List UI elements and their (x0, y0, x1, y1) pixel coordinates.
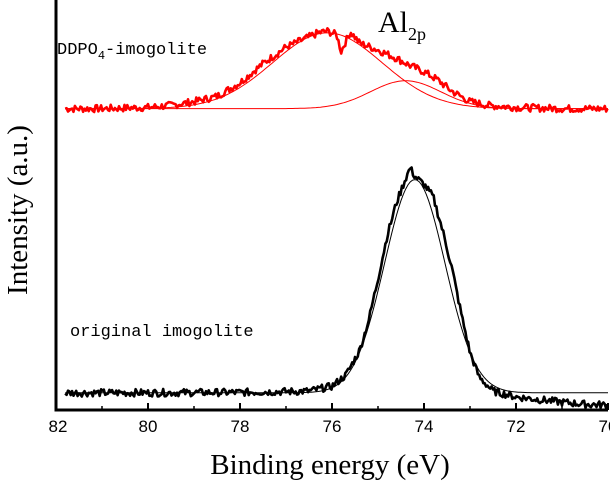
x-tick-label-78: 78 (231, 417, 250, 436)
x-tick-label-72: 72 (507, 417, 526, 436)
series-line-4-fit (65, 179, 608, 394)
x-axis-title: Binding energy (eV) (210, 449, 449, 481)
chart-title: Al2p (378, 6, 426, 44)
annotation-ddpo4-imogolite: DDPO4-imogolite (57, 41, 207, 63)
x-tick-label-70: 70 (599, 417, 610, 436)
axes-frame (54, 0, 608, 412)
x-tick-label-82: 82 (49, 417, 68, 436)
x-tick-label-80: 80 (139, 417, 158, 436)
x-tick-label-76: 76 (323, 417, 342, 436)
series-line-2-fit (65, 80, 608, 110)
x-tick-label-74: 74 (415, 417, 434, 436)
y-axis-title: Intensity (a.u.) (2, 125, 34, 295)
series-line-3-measured (64, 166, 609, 410)
annotation-original-imogolite: original imogolite (70, 323, 254, 342)
